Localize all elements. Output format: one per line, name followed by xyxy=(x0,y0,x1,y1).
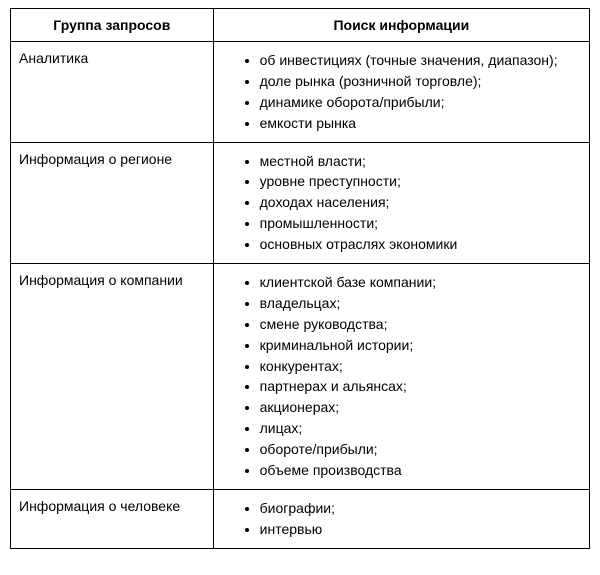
list-item: партнерах и альянсах; xyxy=(260,376,581,397)
list-item: местной власти; xyxy=(260,151,581,172)
group-cell: Информация о компании xyxy=(11,264,214,490)
items-list: клиентской базе компании;владельцах;смен… xyxy=(222,272,581,481)
list-item: владельцах; xyxy=(260,293,581,314)
list-item: конкурентах; xyxy=(260,356,581,377)
header-search: Поиск информации xyxy=(213,9,589,42)
list-item: лицах; xyxy=(260,418,581,439)
list-item: доле рынка (розничной торговле); xyxy=(260,71,581,92)
list-item: обороте/прибыли; xyxy=(260,439,581,460)
table-row: Информация о компанииклиентской базе ком… xyxy=(11,264,590,490)
items-cell: клиентской базе компании;владельцах;смен… xyxy=(213,264,589,490)
list-item: об инвестициях (точные значения, диапазо… xyxy=(260,50,581,71)
list-item: емкости рынка xyxy=(260,113,581,134)
query-groups-table: Группа запросов Поиск информации Аналити… xyxy=(10,8,590,549)
table-row: Аналитика об инвестициях (точные значения… xyxy=(11,42,590,143)
list-item: доходах населения; xyxy=(260,192,581,213)
items-cell: об инвестициях (точные значения, диапазо… xyxy=(213,42,589,143)
items-list: местной власти;уровне преступности;доход… xyxy=(222,151,581,255)
list-item: биографии; xyxy=(260,498,581,519)
table-body: Аналитика об инвестициях (точные значения… xyxy=(11,42,590,549)
list-item: промышленности; xyxy=(260,213,581,234)
list-item: основных отраслях экономики xyxy=(260,234,581,255)
header-group: Группа запросов xyxy=(11,9,214,42)
list-item: криминальной истории; xyxy=(260,335,581,356)
list-item: клиентской базе компании; xyxy=(260,272,581,293)
items-list: об инвестициях (точные значения, диапазо… xyxy=(222,50,581,134)
group-cell: Аналитика xyxy=(11,42,214,143)
items-list: биографии;интервью xyxy=(222,498,581,540)
table-row: Информация о человекебиографии;интервью xyxy=(11,489,590,548)
group-cell: Информация о человеке xyxy=(11,489,214,548)
list-item: смене руководства; xyxy=(260,314,581,335)
list-item: динамике оборота/прибыли; xyxy=(260,92,581,113)
table-header-row: Группа запросов Поиск информации xyxy=(11,9,590,42)
list-item: акционерах; xyxy=(260,397,581,418)
list-item: уровне преступности; xyxy=(260,171,581,192)
list-item: объеме производства xyxy=(260,460,581,481)
list-item: интервью xyxy=(260,519,581,540)
group-cell: Информация о регионе xyxy=(11,142,214,263)
items-cell: биографии;интервью xyxy=(213,489,589,548)
table-row: Информация о регионеместной власти;уровн… xyxy=(11,142,590,263)
items-cell: местной власти;уровне преступности;доход… xyxy=(213,142,589,263)
